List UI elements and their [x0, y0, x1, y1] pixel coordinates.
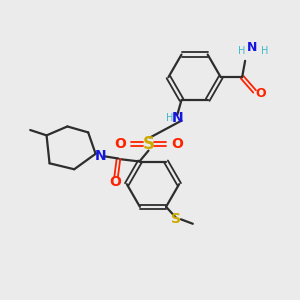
Text: H: H [166, 113, 173, 123]
Text: H: H [262, 46, 269, 56]
Text: N: N [94, 149, 106, 163]
Text: N: N [247, 41, 257, 54]
Text: O: O [114, 137, 126, 151]
Text: H: H [238, 46, 245, 56]
Text: S: S [142, 135, 154, 153]
Text: S: S [172, 212, 182, 226]
Text: O: O [171, 137, 183, 151]
Text: N: N [172, 111, 184, 125]
Text: O: O [256, 87, 266, 100]
Text: O: O [109, 175, 121, 189]
